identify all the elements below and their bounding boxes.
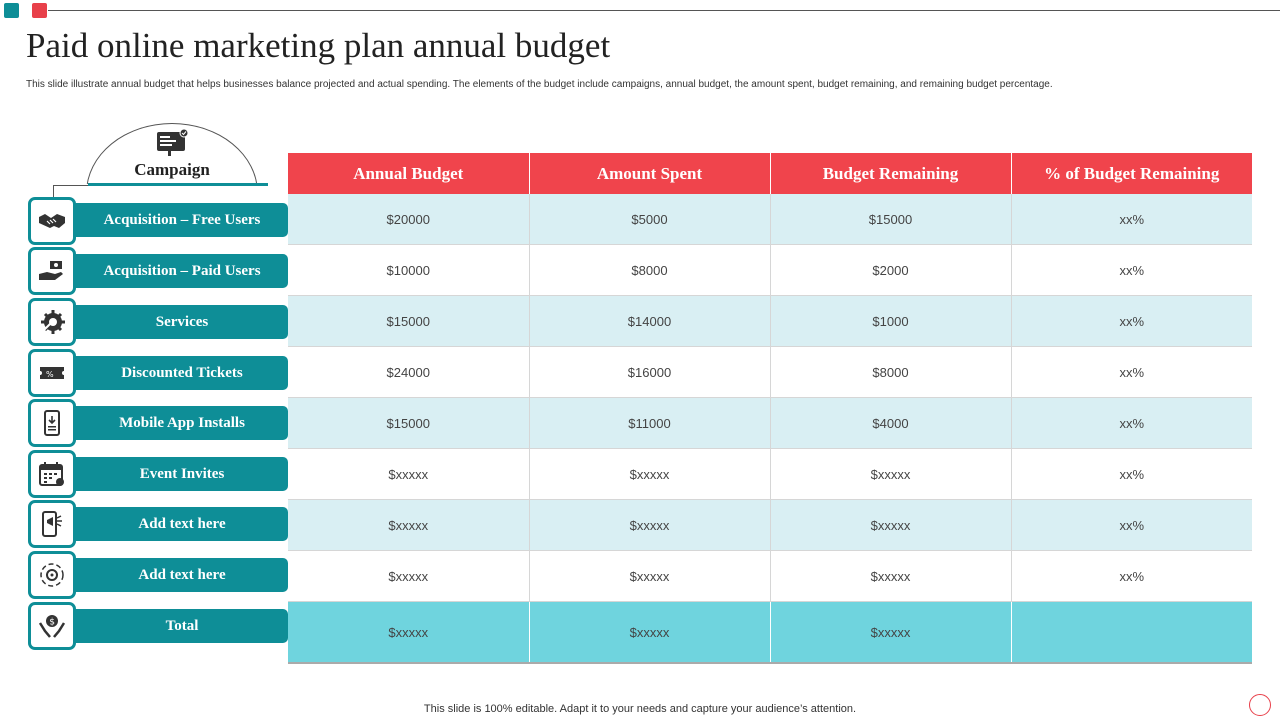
table-cell: $15000	[288, 397, 529, 449]
table-cell: xx%	[1010, 499, 1252, 551]
table-row: $xxxxx $xxxxx $xxxxx xx%	[288, 550, 1252, 602]
campaign-row-label: Mobile App Installs	[62, 406, 288, 440]
table-cell: $xxxxx	[528, 550, 770, 602]
table-cell: $8000	[528, 244, 770, 296]
hands-money-icon: $	[28, 602, 76, 650]
page-subtitle: This slide illustrate annual budget that…	[26, 79, 1053, 90]
campaign-row-label: Services	[62, 305, 288, 339]
table-cell: $4000	[769, 397, 1011, 449]
footer-note: This slide is 100% editable. Adapt it to…	[423, 703, 857, 715]
table-cell: $xxxxx	[769, 550, 1011, 602]
connector-line	[53, 185, 54, 203]
table-cell: xx%	[1010, 550, 1252, 602]
campaign-underline	[88, 183, 268, 186]
table-row: $15000 $14000 $1000 xx%	[288, 295, 1252, 347]
table-row: $20000 $5000 $15000 xx%	[288, 194, 1252, 245]
table-cell: $20000	[288, 194, 529, 245]
table-row: $15000 $11000 $4000 xx%	[288, 397, 1252, 449]
teal-square-decoration	[4, 3, 19, 18]
column-header: Annual Budget	[288, 153, 529, 194]
table-cell: $xxxxx	[769, 448, 1011, 500]
campaign-row-label: Add text here	[62, 558, 288, 592]
table-row: $10000 $8000 $2000 xx%	[288, 244, 1252, 296]
campaign-row-label: Acquisition – Paid Users	[62, 254, 288, 288]
svg-text:$: $	[49, 618, 55, 628]
red-square-decoration	[32, 3, 47, 18]
table-cell: xx%	[1010, 244, 1252, 296]
handshake-icon	[28, 197, 76, 245]
svg-text:%: %	[46, 370, 54, 379]
table-header-row: Annual Budget Amount Spent Budget Remain…	[288, 153, 1252, 194]
campaign-header: Campaign	[134, 160, 210, 179]
table-row: $xxxxx $xxxxx $xxxxx xx%	[288, 448, 1252, 500]
campaign-row-label-total: Total	[62, 609, 288, 643]
table-total-row: $xxxxx $xxxxx $xxxxx	[288, 601, 1252, 664]
campaign-row-label: Event Invites	[62, 457, 288, 491]
corner-circle-decoration	[1249, 694, 1271, 716]
campaign-row-label: Acquisition – Free Users	[62, 203, 288, 237]
table-cell: $5000	[528, 194, 770, 245]
table-cell: $15000	[769, 194, 1011, 245]
page-title: Paid online marketing plan annual budget	[26, 26, 611, 65]
table-cell: xx%	[1010, 448, 1252, 500]
table-cell: $xxxxx	[528, 448, 770, 500]
total-cell: $xxxxx	[769, 601, 1011, 664]
table-cell: $15000	[288, 295, 529, 347]
target-cycle-icon	[28, 551, 76, 599]
campaign-row-label: Add text here	[62, 507, 288, 541]
table-cell: $xxxxx	[288, 448, 529, 500]
table-cell: $1000	[769, 295, 1011, 347]
mobile-install-icon	[28, 399, 76, 447]
top-rule	[48, 10, 1280, 11]
table-cell: $xxxxx	[528, 499, 770, 551]
column-header: % of Budget Remaining	[1010, 153, 1252, 194]
campaign-billboard-icon	[152, 128, 192, 158]
table-cell: $10000	[288, 244, 529, 296]
column-header: Budget Remaining	[769, 153, 1011, 194]
table-cell: xx%	[1010, 397, 1252, 449]
table-cell: $11000	[528, 397, 770, 449]
table-cell: xx%	[1010, 295, 1252, 347]
table-cell: $24000	[288, 346, 529, 398]
table-cell: $xxxxx	[288, 499, 529, 551]
budget-table: Annual Budget Amount Spent Budget Remain…	[288, 153, 1252, 664]
table-cell: $2000	[769, 244, 1011, 296]
hand-money-icon	[28, 247, 76, 295]
table-row: $24000 $16000 $8000 xx%	[288, 346, 1252, 398]
table-cell: $8000	[769, 346, 1011, 398]
total-cell: $xxxxx	[528, 601, 770, 664]
table-cell: $xxxxx	[769, 499, 1011, 551]
table-cell: $16000	[528, 346, 770, 398]
table-cell: xx%	[1010, 194, 1252, 245]
column-header: Amount Spent	[528, 153, 770, 194]
total-cell	[1010, 601, 1252, 664]
table-cell: $14000	[528, 295, 770, 347]
campaign-row-label: Discounted Tickets	[62, 356, 288, 390]
table-cell: $xxxxx	[288, 550, 529, 602]
table-cell: xx%	[1010, 346, 1252, 398]
connector-line	[53, 185, 88, 186]
total-cell: $xxxxx	[288, 601, 529, 664]
calendar-icon	[28, 450, 76, 498]
gear-tools-icon	[28, 298, 76, 346]
ticket-icon: %	[28, 349, 76, 397]
table-row: $xxxxx $xxxxx $xxxxx xx%	[288, 499, 1252, 551]
phone-megaphone-icon	[28, 500, 76, 548]
